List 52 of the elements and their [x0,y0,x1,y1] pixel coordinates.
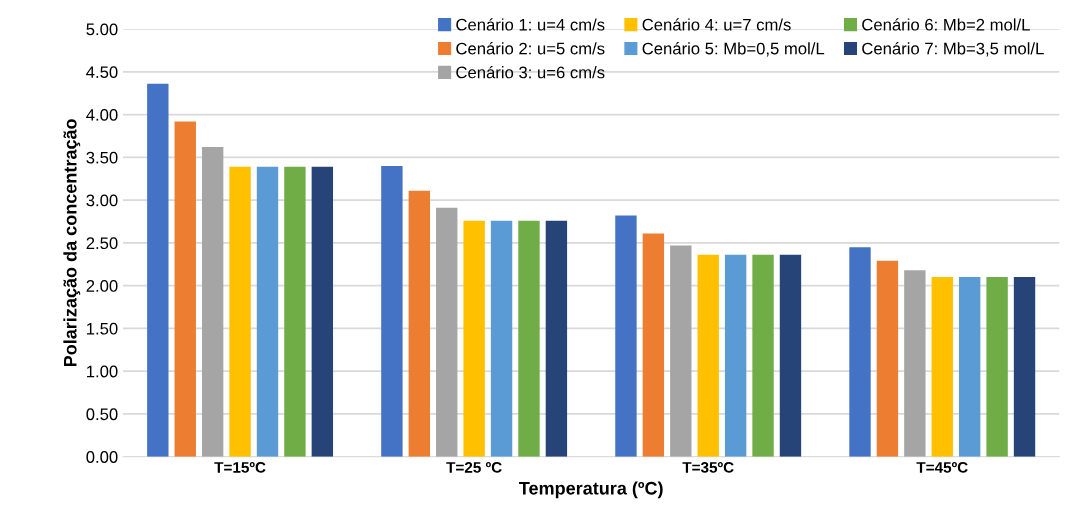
bar [436,207,458,457]
y-tick-label: 5.00 [86,23,118,36]
bar [724,254,747,457]
bar [174,121,196,457]
y-tick-label: 1.50 [87,322,118,335]
bar [490,220,513,457]
bar [518,220,540,457]
bar [876,260,899,457]
legend-label: Cenário 2: u=5 cm/s [456,42,605,55]
legend-label: Cenário 1: u=4 cm/s [456,18,605,31]
y-axis-title: Polarização da concentração [63,119,81,367]
bar [147,83,169,457]
bar [229,166,251,457]
bar [752,254,774,457]
bar [463,220,485,457]
bar [931,277,953,457]
y-tick-label: 2.00 [86,280,118,292]
bar [201,147,224,457]
bar [311,166,334,457]
bar [697,254,719,457]
legend-label: Cenário 6: Mb=2 mol/L [862,18,1030,31]
legend-label: Cenário 3: u=6 cm/s [456,65,605,79]
x-tick-label: T=25 ºC [446,461,502,473]
bar [1013,277,1036,457]
bar [986,277,1008,457]
legend-label: Cenário 4: u=7 cm/s [642,18,791,31]
y-tick-label: 0.00 [86,451,118,463]
y-tick-label: 2.50 [86,237,118,250]
y-tick-label: 3.50 [86,151,118,164]
legend-label: Cenário 5: Mb=0,5 mol/L [642,42,825,57]
x-tick-label: T=35ºC [682,461,734,473]
bar [642,233,665,457]
bar [904,270,926,457]
bar [545,220,568,457]
bar [615,215,637,457]
bar [284,166,306,457]
bar [408,190,430,457]
bar [381,165,403,457]
y-tick-label: 4.00 [86,108,118,121]
legend-label: Cenário 7: Mb=3,5 mol/L [862,42,1044,57]
x-tick-label: T=15ºC [214,461,266,473]
bar [779,254,802,457]
y-tick-label: 0.50 [86,408,118,421]
y-tick-label: 3.00 [86,194,118,207]
x-tick-label: T=45ºC [916,461,968,473]
x-axis-title: Temperatura (ºC) [519,481,663,499]
bar [849,247,871,457]
bar [958,277,981,457]
y-tick-label: 4.50 [86,66,118,79]
bar [670,245,692,457]
bar [256,166,279,457]
y-tick-label: 1.00 [87,365,118,378]
